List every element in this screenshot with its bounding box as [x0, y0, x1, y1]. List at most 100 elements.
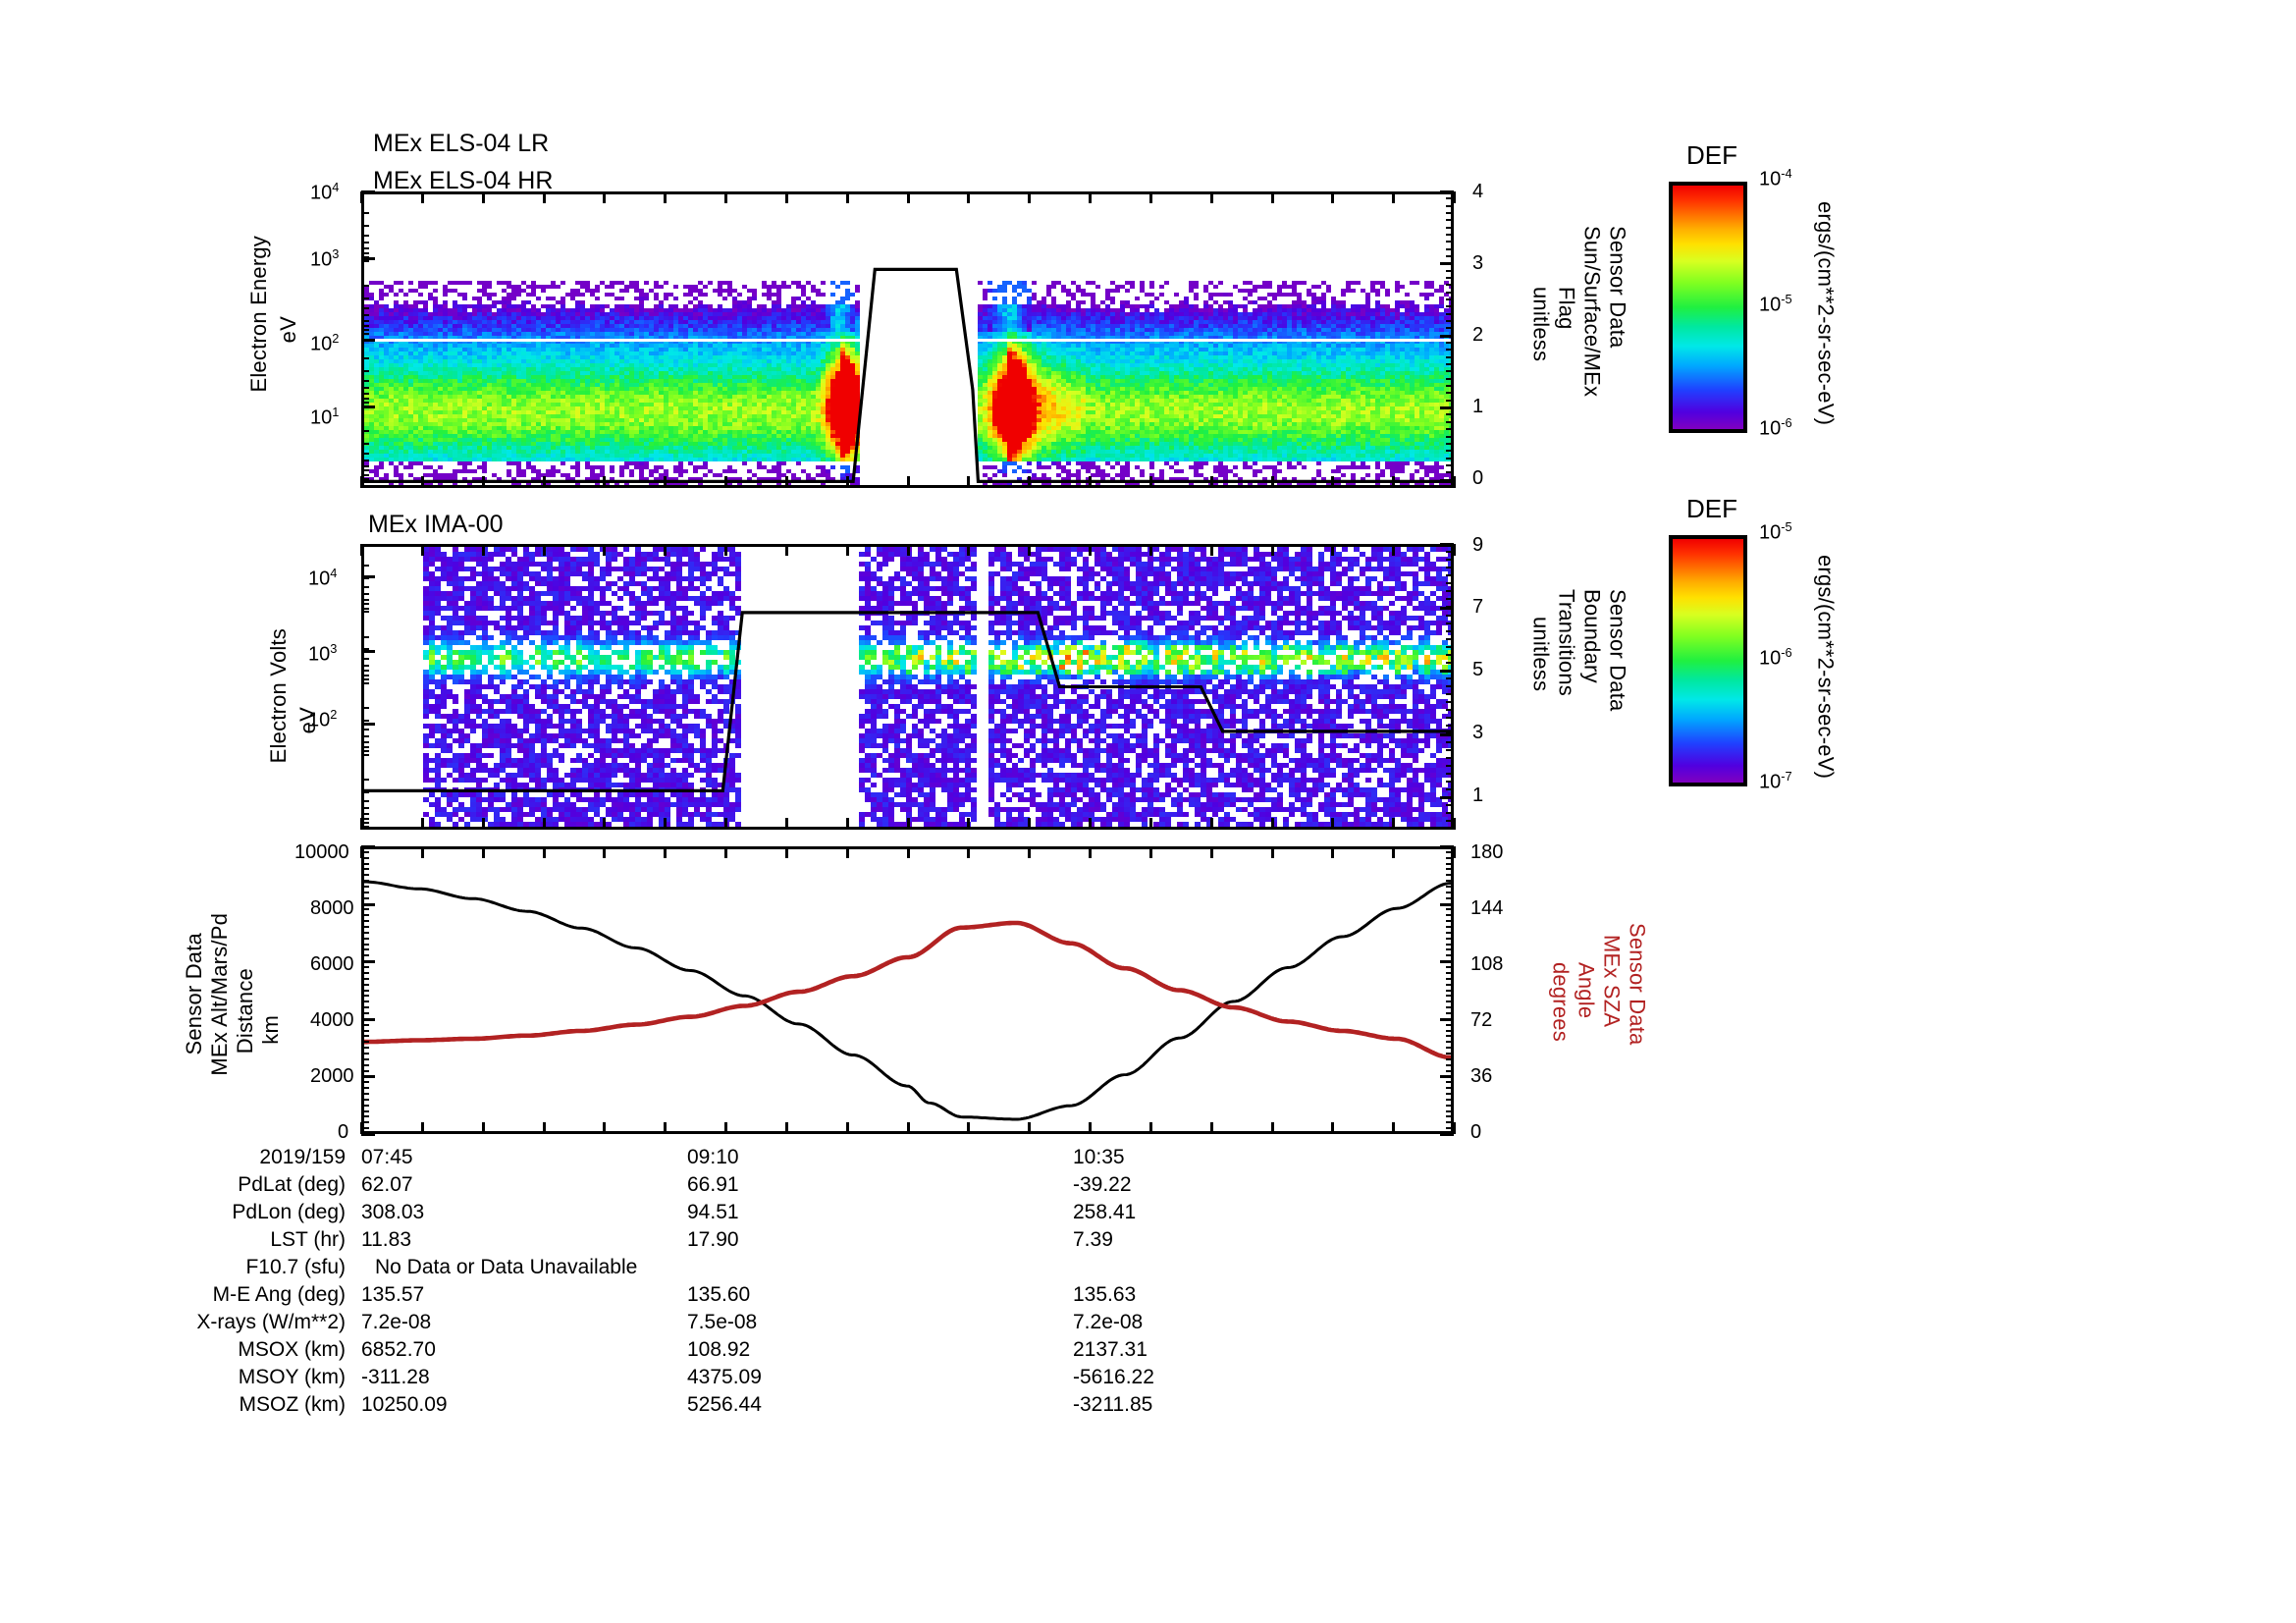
axis-tick-major — [361, 190, 375, 193]
panel-ephemeris-ytick-8000: 8000 — [310, 897, 354, 919]
axis-tick-minor — [1446, 954, 1454, 957]
panel-ima-plot[interactable] — [361, 544, 1454, 830]
axis-tick-x — [784, 1122, 788, 1134]
panel-ima-boundary-overlay — [364, 547, 1451, 827]
axis-tick-minor — [1446, 190, 1454, 192]
axis-tick-minor — [1446, 559, 1454, 562]
axis-tick-x — [906, 1122, 910, 1134]
axis-tick-minor — [1446, 914, 1454, 917]
colorbar-ima-gradient — [1673, 539, 1743, 783]
axis-tick-x — [1331, 846, 1335, 858]
axis-tick-minor — [361, 1001, 369, 1003]
axis-tick-minor — [361, 920, 369, 923]
axis-tick-x — [1331, 544, 1335, 556]
axis-tick-x — [1209, 544, 1213, 556]
axis-tick-x — [906, 818, 910, 830]
axis-tick-x — [967, 544, 971, 556]
axis-tick-minor — [361, 473, 369, 476]
axis-tick-x — [724, 846, 727, 858]
axis-tick-minor — [361, 392, 369, 395]
axis-tick-minor — [361, 564, 369, 567]
axis-tick-minor — [361, 960, 369, 963]
axis-tick-x — [1392, 818, 1396, 830]
axis-tick-x — [603, 476, 607, 488]
axis-tick-minor — [1446, 574, 1454, 577]
axis-tick-x — [1209, 846, 1213, 858]
axis-tick-minor — [1446, 1081, 1454, 1084]
axis-tick-x — [1270, 1122, 1274, 1134]
axis-tick-x — [420, 544, 424, 556]
axis-tick-x — [784, 191, 788, 203]
axis-tick-x — [420, 1122, 424, 1134]
axis-tick-minor — [361, 464, 369, 467]
axis-tick-minor — [1446, 291, 1454, 294]
axis-tick-x — [420, 476, 424, 488]
axis-tick-minor — [361, 817, 369, 820]
axis-tick-x — [664, 818, 667, 830]
axis-tick-minor — [1446, 234, 1454, 237]
axis-tick-minor — [1446, 880, 1454, 883]
colorbar-els-gradient — [1673, 186, 1743, 429]
ephemeris-row-value: 66.91 — [687, 1173, 739, 1196]
axis-tick-x — [1148, 846, 1152, 858]
axis-tick-minor — [1446, 1052, 1454, 1055]
axis-tick-minor — [1446, 277, 1454, 280]
axis-tick-minor — [1446, 1133, 1454, 1135]
axis-tick-minor — [1446, 1115, 1454, 1118]
axis-tick-minor — [1446, 669, 1454, 672]
axis-tick-minor — [361, 306, 369, 309]
axis-tick-minor — [1446, 606, 1454, 609]
panel-ephemeris-rtick-108: 108 — [1470, 953, 1504, 975]
axis-tick-x — [1392, 476, 1396, 488]
axis-tick-minor — [1446, 1057, 1454, 1060]
panel-ephemeris-ytick-2000: 2000 — [310, 1065, 354, 1087]
axis-tick-minor — [1446, 1047, 1454, 1050]
axis-tick-minor — [361, 225, 369, 228]
axis-tick-minor — [1446, 1023, 1454, 1026]
axis-tick-minor — [1446, 920, 1454, 923]
axis-tick-x — [967, 818, 971, 830]
axis-tick-minor — [361, 896, 369, 899]
axis-tick-minor — [1446, 212, 1454, 215]
axis-tick-minor — [1446, 966, 1454, 969]
axis-tick-x — [420, 191, 424, 203]
ephemeris-row-label: 2019/159 — [259, 1146, 346, 1168]
axis-tick-minor — [361, 251, 369, 254]
colorbar-ima-tick-1e-5: 10-5 — [1759, 519, 1792, 544]
axis-tick-minor — [1446, 420, 1454, 423]
axis-tick-minor — [361, 635, 369, 638]
axis-tick-minor — [1446, 349, 1454, 352]
panel-ephemeris-rtick-72: 72 — [1470, 1009, 1493, 1031]
panel-els-ytick-100: 102 — [310, 331, 340, 355]
axis-tick-x — [1089, 544, 1092, 556]
axis-tick-minor — [361, 477, 369, 480]
panel-els-plot[interactable] — [361, 191, 1454, 488]
axis-tick-minor — [1446, 385, 1454, 388]
ephemeris-row-label: PdLon (deg) — [232, 1201, 346, 1223]
panel-ephemeris-plot[interactable] — [361, 846, 1454, 1134]
axis-tick-minor — [361, 1104, 369, 1107]
axis-tick-x — [664, 191, 667, 203]
axis-tick-minor — [1446, 787, 1454, 790]
axis-tick-minor — [1446, 450, 1454, 453]
panel-ephemeris-left-axis-line3: Distance — [233, 968, 257, 1055]
axis-tick-minor — [361, 983, 369, 986]
axis-tick-minor — [1446, 1011, 1454, 1014]
panel-ephemeris-left-axis-line1: Sensor Data — [182, 933, 206, 1055]
panel-ima-title: MEx IMA-00 — [368, 511, 504, 538]
axis-tick-minor — [361, 379, 369, 382]
axis-tick-minor — [361, 246, 369, 249]
ephemeris-row-value: 09:10 — [687, 1146, 739, 1168]
ephemeris-row-label: MSOZ (km) — [239, 1393, 346, 1416]
axis-tick-minor — [1446, 392, 1454, 395]
axis-tick-x — [1028, 476, 1032, 488]
colorbar-els-tick-1e-5: 10-5 — [1759, 292, 1792, 316]
axis-tick-minor — [1446, 677, 1454, 680]
colorbar-els-tick-1e-4: 10-4 — [1759, 166, 1792, 190]
axis-tick-x — [1089, 191, 1092, 203]
panel-ima-right-axis-line2: Boundary — [1579, 589, 1605, 683]
axis-tick-minor — [361, 212, 369, 215]
axis-tick-minor — [361, 954, 369, 957]
axis-tick-x — [420, 818, 424, 830]
axis-tick-x — [1331, 818, 1335, 830]
